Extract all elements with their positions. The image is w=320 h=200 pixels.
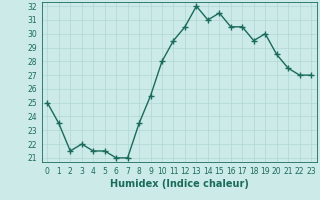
X-axis label: Humidex (Indice chaleur): Humidex (Indice chaleur) (110, 179, 249, 189)
